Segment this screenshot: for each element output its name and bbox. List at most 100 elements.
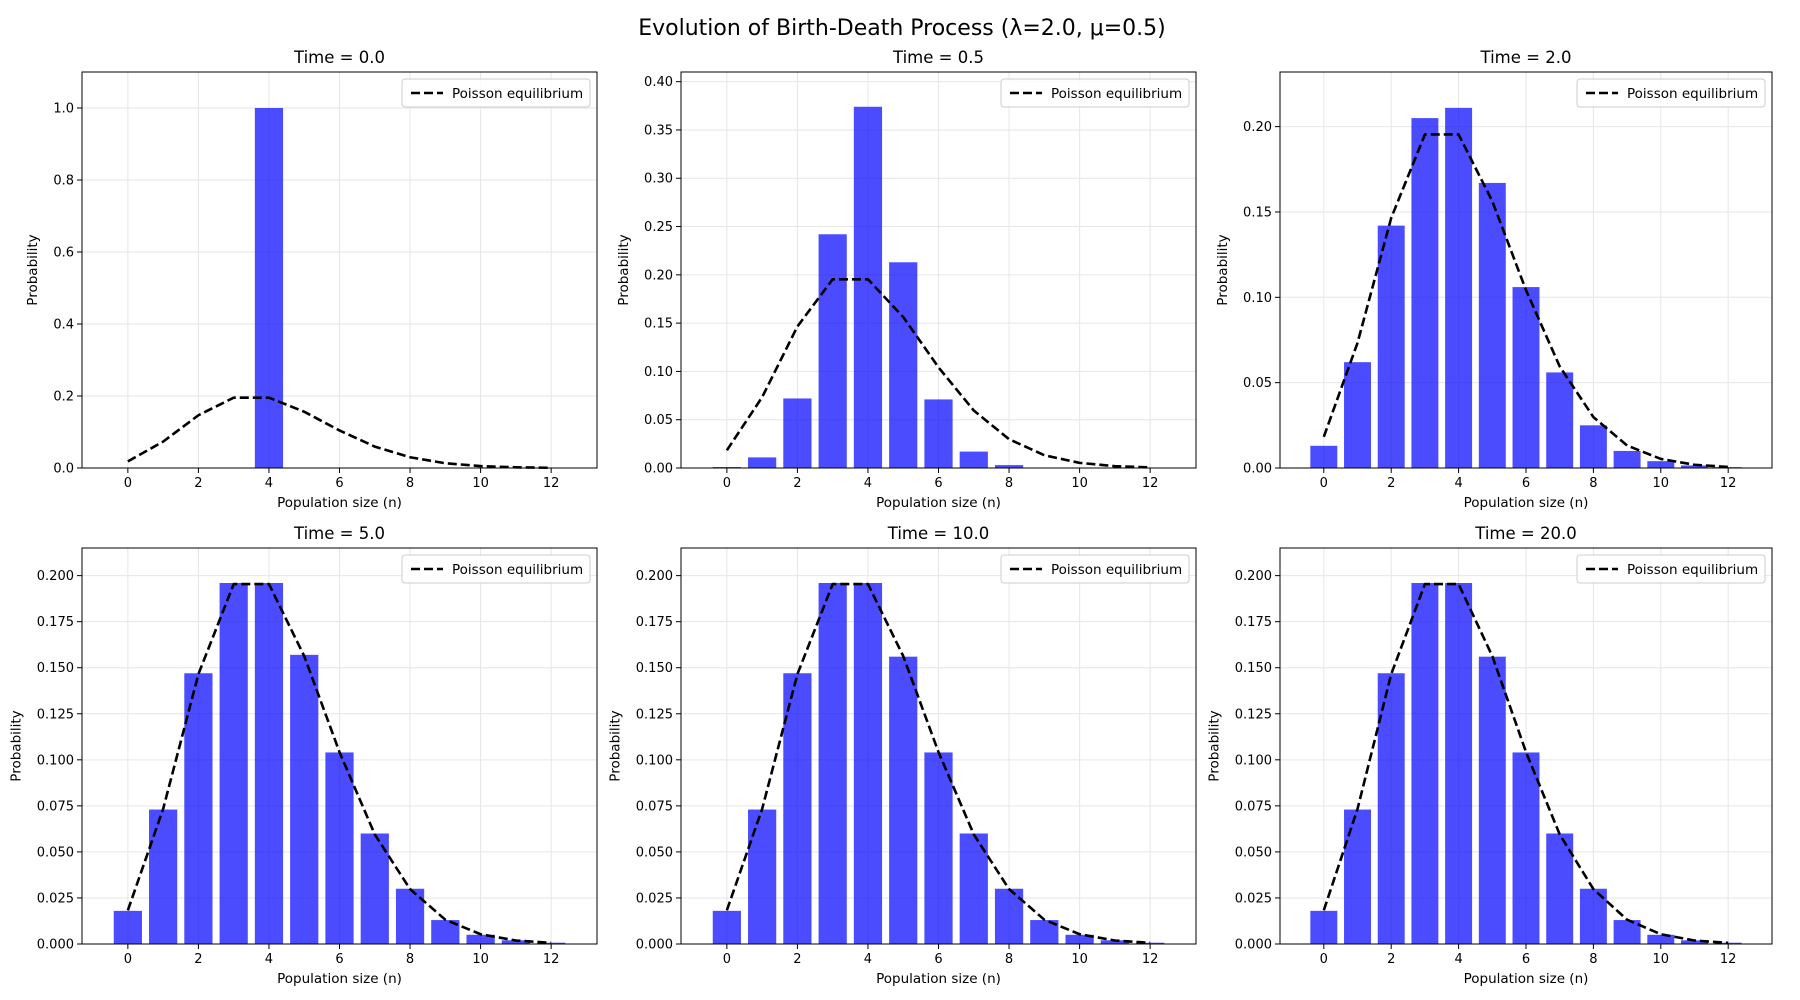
legend-label: Poisson equilibrium xyxy=(1051,562,1182,578)
legend-box xyxy=(401,554,591,584)
poisson-equilibrium-line xyxy=(127,396,552,470)
bar-n12 xyxy=(1136,942,1165,944)
y-tick-label: 0.10 xyxy=(644,365,673,380)
x-tick-label: 12 xyxy=(1720,952,1737,967)
legend: Poisson equilibrium xyxy=(401,78,591,108)
bar-n6 xyxy=(1512,752,1540,944)
y-tick-label: 0.6 xyxy=(53,246,74,261)
y-tick-label: 0.35 xyxy=(644,123,673,138)
y-tick-label: 0.075 xyxy=(37,799,74,814)
bar-n4 xyxy=(1445,107,1473,469)
y-tick-label: 0.050 xyxy=(636,845,673,860)
subplot-1: 0 2 4 6 8 10 12 0.0 0.2 0.4 0.6 0.8 1.0 Time = 0.0 Pop… xyxy=(25,48,598,511)
bar-n3 xyxy=(219,582,248,944)
y-tick-label: 0.175 xyxy=(636,615,673,630)
y-tick-label: 0.075 xyxy=(1235,799,1272,814)
x-tick-label: 6 xyxy=(1522,952,1530,967)
x-tick-label: 10 xyxy=(1071,952,1088,967)
x-tick-label: 10 xyxy=(472,476,489,491)
x-tick-label: 12 xyxy=(1142,952,1159,967)
bar-series xyxy=(712,106,1094,469)
x-tick-label: 4 xyxy=(265,952,273,967)
y-tick-label: 0.100 xyxy=(636,753,673,768)
bar-n11 xyxy=(1681,465,1708,468)
x-tick-label: 2 xyxy=(194,476,202,491)
x-tick-label: 2 xyxy=(1387,476,1395,491)
bar-n10 xyxy=(466,934,495,944)
bar-n2 xyxy=(783,398,812,468)
bar-n1 xyxy=(1344,362,1371,468)
x-tick-label: 0 xyxy=(1320,952,1328,967)
y-tick-label: 0.000 xyxy=(1235,938,1272,953)
subplot-4: 0 2 4 6 8 10 12 0.000 0.025 0.050 0.075 0.100 0.125 0… xyxy=(9,524,598,987)
x-axis-label: Population size (n) xyxy=(1464,971,1589,987)
bar-n6 xyxy=(924,752,953,944)
legend-label: Poisson equilibrium xyxy=(452,86,583,102)
poisson-equilibrium-line xyxy=(725,277,1151,469)
bar-n1 xyxy=(748,457,777,468)
legend: Poisson equilibrium xyxy=(1576,554,1766,584)
x-tick-label: 8 xyxy=(406,952,414,967)
legend-box xyxy=(1576,78,1766,108)
y-tick-label: 0.10 xyxy=(1243,291,1272,306)
figure-title: Evolution of Birth-Death Process (λ=2.0,… xyxy=(638,16,1166,41)
y-axis-label: Probability xyxy=(1215,234,1231,305)
bar-n3 xyxy=(1411,118,1439,468)
bar-n12 xyxy=(537,942,566,944)
y-tick-label: 0.175 xyxy=(37,615,74,630)
bar-n4 xyxy=(853,106,883,469)
poisson-equilibrium-line xyxy=(1322,133,1729,469)
bar-n5 xyxy=(889,656,918,944)
legend: Poisson equilibrium xyxy=(401,554,591,584)
x-tick-label: 12 xyxy=(1720,476,1737,491)
x-tick-label: 0 xyxy=(723,952,731,967)
y-tick-label: 0.20 xyxy=(644,268,673,283)
bar-n10 xyxy=(1647,934,1675,944)
x-tick-label: 8 xyxy=(1005,952,1013,967)
x-tick-label: 4 xyxy=(1454,476,1462,491)
bar-n9 xyxy=(1613,920,1641,944)
y-tick-label: 0.05 xyxy=(1243,376,1272,391)
x-tick-label: 12 xyxy=(543,952,560,967)
bar-n11 xyxy=(1681,940,1708,944)
x-axis-label: Population size (n) xyxy=(1464,495,1589,511)
x-tick-label: 8 xyxy=(1005,476,1013,491)
x-tick-label: 10 xyxy=(1071,476,1088,491)
y-axis-label: Probability xyxy=(25,234,41,305)
x-tick-label: 10 xyxy=(472,952,489,967)
legend-label: Poisson equilibrium xyxy=(1627,86,1758,102)
y-tick-label: 0.100 xyxy=(37,753,74,768)
bar-n4 xyxy=(254,108,284,468)
y-tick-label: 0.100 xyxy=(1235,753,1272,768)
subplot-5: 0 2 4 6 8 10 12 0.000 0.025 0.050 0.075 0.100 0.125 0… xyxy=(608,524,1197,987)
bar-n5 xyxy=(290,654,319,944)
y-tick-label: 0.150 xyxy=(1235,661,1272,676)
y-tick-label: 0.125 xyxy=(636,707,673,722)
y-tick-label: 0.20 xyxy=(1243,120,1272,135)
bar-series xyxy=(712,582,1165,944)
y-tick-label: 0.150 xyxy=(37,661,74,676)
bar-n2 xyxy=(1377,225,1405,468)
bar-n6 xyxy=(924,399,953,468)
x-tick-label: 8 xyxy=(1589,476,1597,491)
y-tick-label: 0.2 xyxy=(53,390,74,405)
legend-label: Poisson equilibrium xyxy=(1051,86,1182,102)
legend-box xyxy=(1000,78,1190,108)
y-tick-label: 0.025 xyxy=(636,891,673,906)
y-tick-label: 0.175 xyxy=(1235,615,1272,630)
x-tick-label: 8 xyxy=(1589,952,1597,967)
x-tick-label: 6 xyxy=(1522,476,1530,491)
x-tick-label: 4 xyxy=(864,476,872,491)
bar-series xyxy=(1310,582,1742,944)
bar-n8 xyxy=(994,465,1024,468)
gridlines xyxy=(82,72,597,469)
y-tick-label: 0.00 xyxy=(1243,462,1272,477)
subplot-title: Time = 2.0 xyxy=(1480,48,1572,67)
y-tick-label: 0.025 xyxy=(37,891,74,906)
bar-n5 xyxy=(1478,656,1506,944)
y-tick-label: 0.200 xyxy=(1235,569,1272,584)
subplot-title: Time = 20.0 xyxy=(1474,524,1576,543)
bar-n5 xyxy=(889,262,918,468)
bar-n0 xyxy=(1310,910,1338,944)
y-tick-label: 0.25 xyxy=(644,220,673,235)
